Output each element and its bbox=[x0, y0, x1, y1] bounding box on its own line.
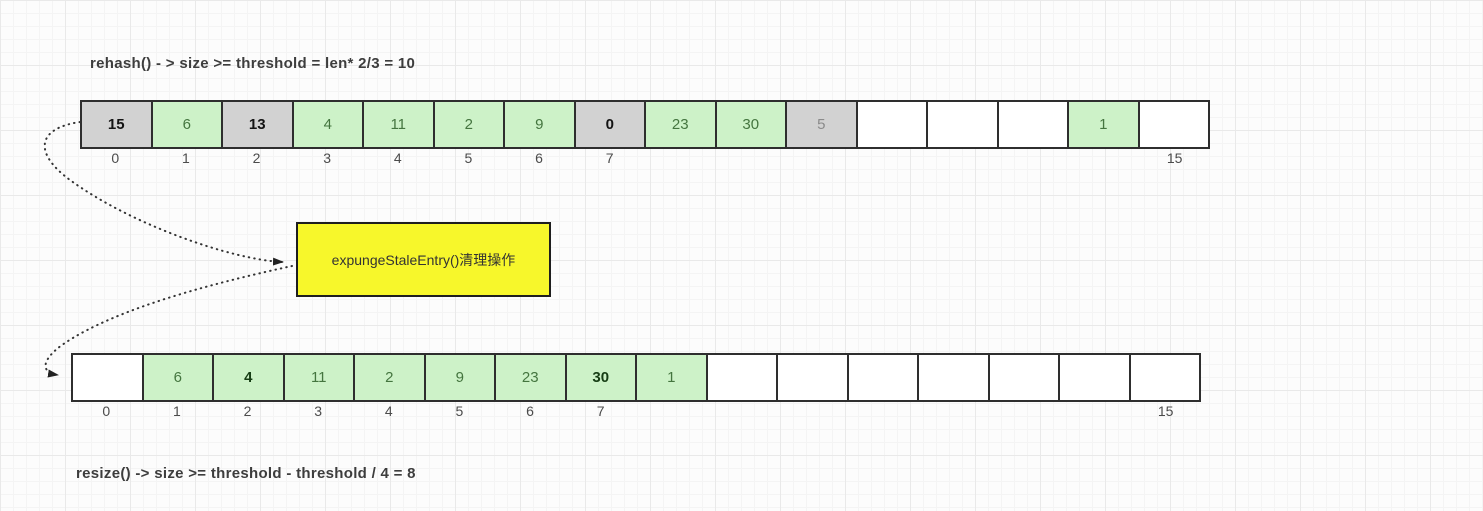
cell-index-label bbox=[998, 150, 1069, 170]
array-cell: 6 bbox=[143, 355, 214, 400]
hash-array-after: 6 4 11 2 9 23 30 1 bbox=[71, 353, 1201, 402]
array-cell bbox=[1060, 355, 1131, 400]
cell-index-label: 2 bbox=[243, 403, 252, 419]
cell-index-label bbox=[786, 150, 857, 170]
array-cell: 2 bbox=[355, 355, 426, 400]
array-cell: 30 bbox=[566, 355, 637, 400]
array-cell bbox=[919, 355, 990, 400]
hash-array-before: 15 6 13 4 11 2 9 0 23 30 5 1 bbox=[80, 100, 1210, 149]
array-cell bbox=[1139, 102, 1208, 147]
array-cell: 1 bbox=[637, 355, 708, 400]
cell-index-label: 2 bbox=[252, 150, 261, 166]
array-cell: 11 bbox=[364, 102, 435, 147]
array-cell bbox=[1130, 355, 1199, 400]
cell-index-label bbox=[857, 150, 928, 170]
cell-index-label: 1 bbox=[182, 150, 190, 166]
array-cell bbox=[707, 355, 778, 400]
cell-index-label bbox=[636, 403, 707, 423]
cell-index-label bbox=[919, 403, 990, 423]
array-cell: 9 bbox=[505, 102, 576, 147]
array-cell: 23 bbox=[496, 355, 567, 400]
array-cell: 30 bbox=[716, 102, 787, 147]
array-cell: 15 bbox=[82, 102, 153, 147]
cell-index-label bbox=[645, 150, 716, 170]
cell-index-label: 4 bbox=[384, 403, 393, 419]
cell-index-label: 5 bbox=[455, 403, 464, 419]
hash-array-after-index-labels: 0 1 2 3 4 5 6 7 15 bbox=[71, 403, 1201, 423]
cell-index-label bbox=[707, 403, 778, 423]
cell-index-label bbox=[928, 150, 999, 170]
expunge-stale-entry-note: expungeStaleEntry()清理操作 bbox=[296, 222, 551, 297]
array-cell bbox=[998, 102, 1069, 147]
cell-index-label bbox=[1060, 403, 1131, 423]
hash-array-before-index-labels: 0 1 2 3 4 5 6 7 15 bbox=[80, 150, 1210, 170]
cell-index-label: 4 bbox=[393, 150, 402, 166]
cell-index-label: 6 bbox=[526, 403, 534, 419]
array-cell: 2 bbox=[434, 102, 505, 147]
cell-index-label: 0 bbox=[102, 403, 111, 419]
array-cell bbox=[73, 355, 144, 400]
cell-index-label bbox=[777, 403, 848, 423]
cell-index-label: 7 bbox=[605, 150, 614, 166]
array-cell bbox=[989, 355, 1060, 400]
cell-index-label: 15 bbox=[1157, 403, 1174, 419]
cell-index-label bbox=[848, 403, 919, 423]
array-cell: 11 bbox=[284, 355, 355, 400]
cell-index-label bbox=[1069, 150, 1140, 170]
array-cell bbox=[928, 102, 999, 147]
cell-index-label: 1 bbox=[173, 403, 181, 419]
array-cell: 4 bbox=[293, 102, 364, 147]
rehash-formula-title: rehash() - > size >= threshold = len* 2/… bbox=[90, 55, 416, 72]
cell-index-label: 0 bbox=[111, 150, 120, 166]
array-cell bbox=[857, 102, 928, 147]
cell-index-label: 6 bbox=[535, 150, 543, 166]
cell-index-label bbox=[716, 150, 787, 170]
cell-index-label: 15 bbox=[1166, 150, 1183, 166]
array-cell: 23 bbox=[646, 102, 717, 147]
array-cell: 4 bbox=[214, 355, 285, 400]
cell-index-label: 3 bbox=[323, 150, 332, 166]
cell-index-label bbox=[989, 403, 1060, 423]
array-cell: 1 bbox=[1069, 102, 1140, 147]
array-cell: 6 bbox=[152, 102, 223, 147]
array-cell bbox=[848, 355, 919, 400]
array-cell: 13 bbox=[223, 102, 294, 147]
array-cell: 9 bbox=[425, 355, 496, 400]
array-cell: 0 bbox=[575, 102, 646, 147]
cell-index-label: 3 bbox=[314, 403, 323, 419]
array-cell: 5 bbox=[787, 102, 858, 147]
cell-index-label: 7 bbox=[596, 403, 605, 419]
array-cell bbox=[778, 355, 849, 400]
resize-formula-title: resize() -> size >= threshold - threshol… bbox=[76, 465, 416, 482]
cell-index-label: 5 bbox=[464, 150, 473, 166]
